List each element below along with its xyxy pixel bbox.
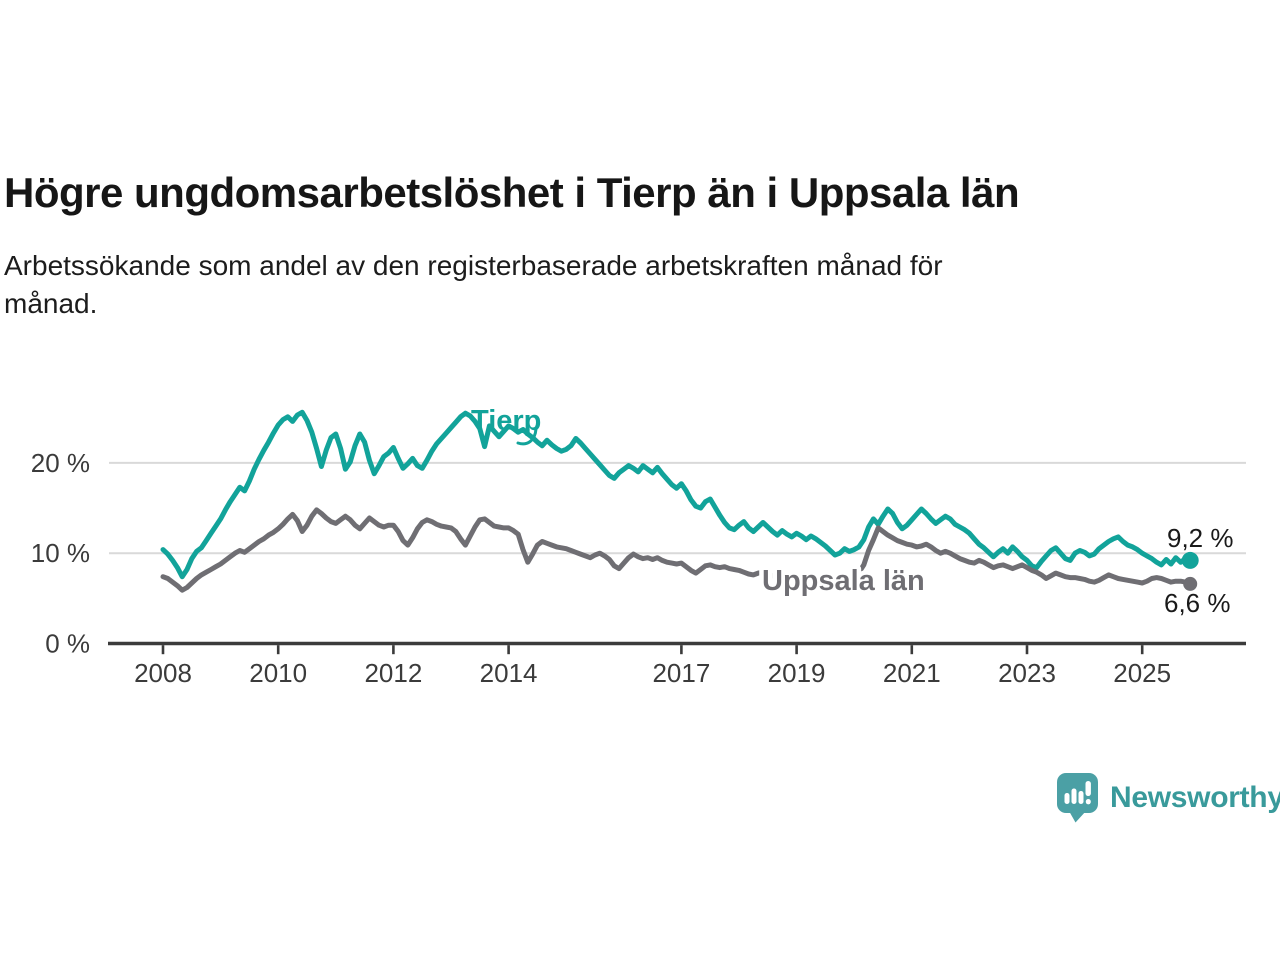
page-subtitle-line2: månad. <box>4 288 98 319</box>
page-subtitle: Arbetssökande som andel av den registerb… <box>4 247 1204 323</box>
series-label-uppsala: Uppsala län <box>762 565 925 597</box>
x-tick-label: 2010 <box>249 658 307 688</box>
x-tick-label: 2025 <box>1113 658 1171 688</box>
page-subtitle-line1: Arbetssökande som andel av den registerb… <box>4 250 943 281</box>
series-end-dots <box>1181 551 1199 591</box>
newsworthy-logo: Newsworthy <box>1056 772 1280 823</box>
x-axis: 2008 2010 2012 2014 2017 2019 2021 2023 2025 <box>108 641 1246 688</box>
series-end-dot-tierp <box>1181 551 1199 569</box>
x-tick-label: 2017 <box>652 658 710 688</box>
page-title: Högre ungdomsarbetslöshet i Tierp än i U… <box>4 169 1020 217</box>
gridlines <box>109 461 1246 555</box>
series-lines <box>160 409 1193 593</box>
newsworthy-logo-text: Newsworthy <box>1110 780 1280 814</box>
x-tick-label: 2019 <box>768 658 826 688</box>
newsworthy-logo-icon <box>1057 773 1098 823</box>
series-end-dot-uppsala <box>1183 576 1198 591</box>
x-tick-label: 2023 <box>998 658 1056 688</box>
x-tick-label: 2008 <box>134 658 192 688</box>
end-value-label-tierp: 9,2 % <box>1167 523 1234 553</box>
series-line-tierp <box>160 409 1193 580</box>
x-tick-label: 2014 <box>480 658 538 688</box>
series-annotations: Tierp Uppsala län 9,2 % 6,6 % <box>471 405 1234 618</box>
y-tick-label: 20 % <box>31 448 90 478</box>
y-tick-label: 10 % <box>31 538 90 568</box>
y-tick-label: 0 % <box>45 629 90 659</box>
tierp-label-pointer <box>516 427 538 446</box>
series-line-uppsala <box>160 507 1193 593</box>
y-axis-labels: 0 % 10 % 20 % <box>31 448 90 659</box>
end-value-label-uppsala: 6,6 % <box>1164 588 1231 618</box>
series-label-tierp: Tierp <box>471 405 541 437</box>
x-tick-label: 2021 <box>883 658 941 688</box>
x-tick-label: 2012 <box>364 658 422 688</box>
